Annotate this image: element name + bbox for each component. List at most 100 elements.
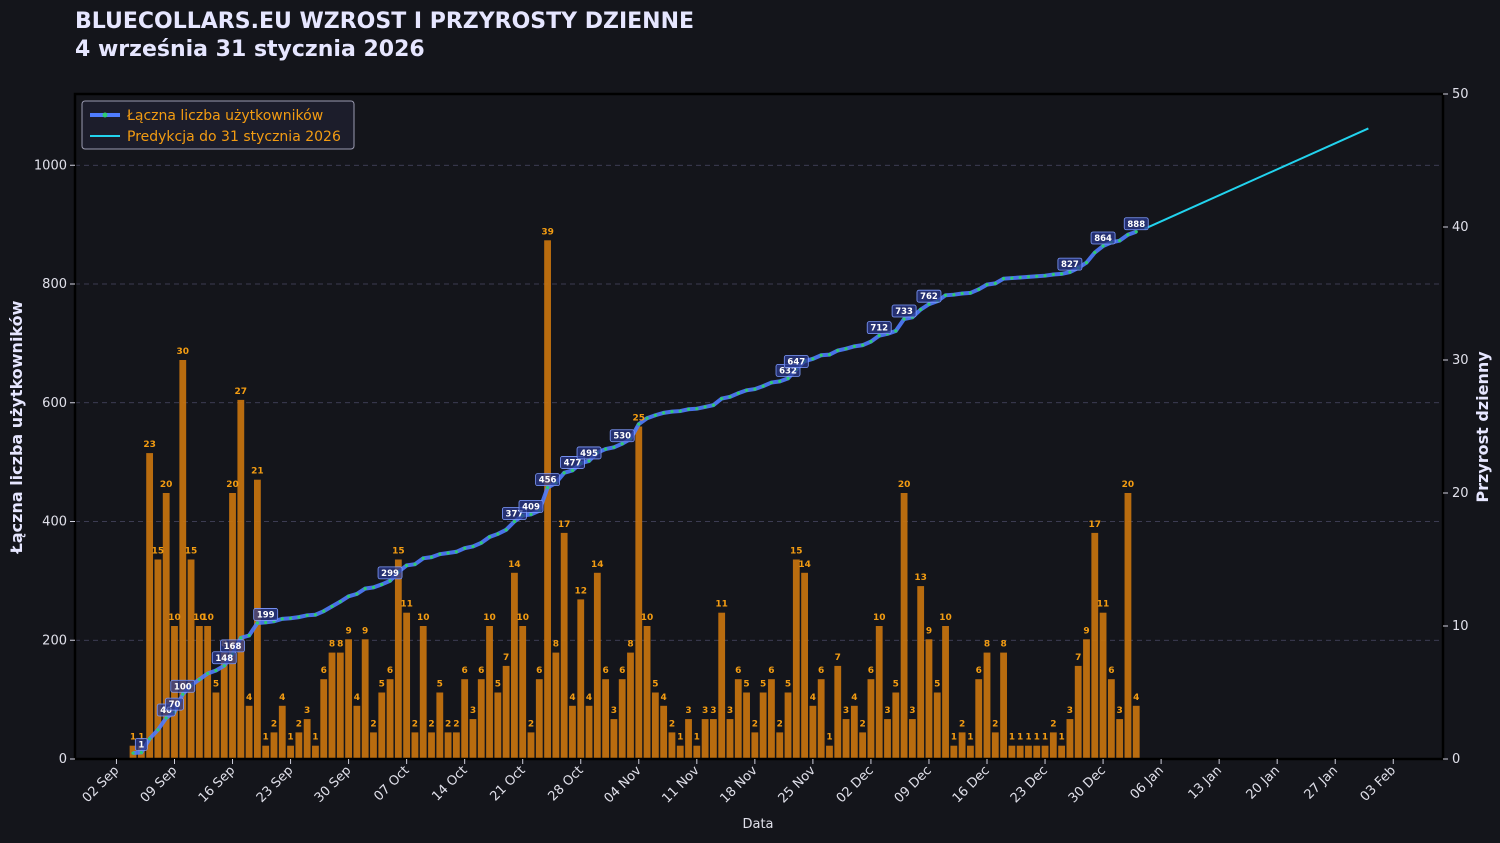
cumulative-point [313,613,318,617]
bar-label: 10 [193,613,206,623]
bar-label: 2 [860,719,866,729]
cumulative-point [612,445,616,449]
legend: Łączna liczba użytkowników Predykcja do … [81,100,355,150]
bar-label: 4 [810,693,816,703]
cumulative-point [844,347,848,351]
cumulative-point [637,422,641,426]
cumulative-point [545,486,550,490]
bar [328,652,336,759]
bar [1041,745,1049,759]
bar [950,745,958,759]
point-label: 888 [1127,220,1145,230]
bar [519,626,527,759]
bar-label: 2 [959,719,965,729]
plot-background [75,94,1443,759]
bar-label: 6 [619,666,625,676]
y-left-tick-label: 200 [42,633,67,648]
bar-label: 15 [790,547,803,557]
bar-label: 3 [843,706,849,716]
cumulative-point [504,528,508,532]
bar [411,732,419,759]
bar [958,732,966,759]
y-right-tick-label: 10 [1452,619,1469,634]
cumulative-point [902,317,906,321]
bar [991,732,999,759]
bar-label: 1 [1042,733,1048,743]
bar [1083,639,1090,759]
bar [419,626,427,759]
bar-label: 7 [835,653,841,663]
bar-label: 6 [387,666,393,676]
x-tick-label: 06 Jan [1128,763,1167,802]
bar-label: 8 [329,640,335,650]
point-label: 864 [1094,234,1112,244]
bar-label: 3 [884,706,890,716]
bar-label: 10 [417,613,430,623]
y-left-tick-label: 800 [42,277,67,292]
bar [826,745,833,759]
bar [569,705,576,759]
bar-label: 1 [263,733,269,743]
bar-label: 15 [152,547,165,557]
point-label-box [560,456,585,469]
bar [668,732,676,759]
cumulative-point [264,620,268,625]
x-tick-label: 16 Dec [950,763,993,806]
bar-label: 6 [735,666,741,676]
bar-label: 5 [785,680,791,690]
bar [900,493,908,759]
bar [552,652,560,759]
bar [436,692,444,759]
bar [710,719,717,759]
cumulative-point [861,343,865,347]
bar [394,559,402,759]
cumulative-point [413,562,417,566]
bar [1000,652,1007,759]
cumulative-point [446,551,450,555]
bar [875,626,883,759]
bar [643,626,651,759]
x-tick-label: 02 Dec [834,763,877,806]
bar [776,732,784,759]
bar-label: 10 [873,613,886,623]
cumulative-point [927,302,931,306]
point-label-box [891,304,917,318]
point-label: 168 [224,642,242,652]
bar [535,679,543,759]
bar-label: 10 [641,613,654,623]
cumulative-point [645,416,649,420]
bar [444,732,452,759]
cumulative-point [620,442,624,446]
bar [403,612,411,759]
bar [967,745,974,759]
point-label: 456 [539,476,557,486]
bar-label: 2 [412,719,418,729]
bar-label: 1 [130,733,136,743]
point-label: 827 [1061,260,1079,270]
cumulative-point [305,613,309,617]
bar [983,652,991,759]
cumulative-point [1060,272,1064,276]
point-label: 632 [779,366,797,376]
cumulative-point [943,293,948,297]
bar [146,453,154,759]
bar [1116,719,1124,759]
cumulative-point [960,291,964,296]
cumulative-point [877,334,881,338]
cumulative-point [985,282,989,287]
bar-label: 10 [516,613,529,623]
cumulative-point [206,671,210,676]
x-tick-label: 25 Nov [776,763,819,806]
cumulative-point [1010,276,1014,280]
bar [743,692,750,759]
bar-label: 5 [652,680,658,690]
bar [295,732,303,759]
bar [942,626,949,759]
bar-label: 3 [1117,706,1123,716]
bar [842,719,850,759]
bar [162,493,170,759]
cumulative-point [786,376,790,381]
cumulative-point [728,395,732,399]
bar-label: 9 [1083,626,1089,636]
point-label: 762 [920,292,938,302]
